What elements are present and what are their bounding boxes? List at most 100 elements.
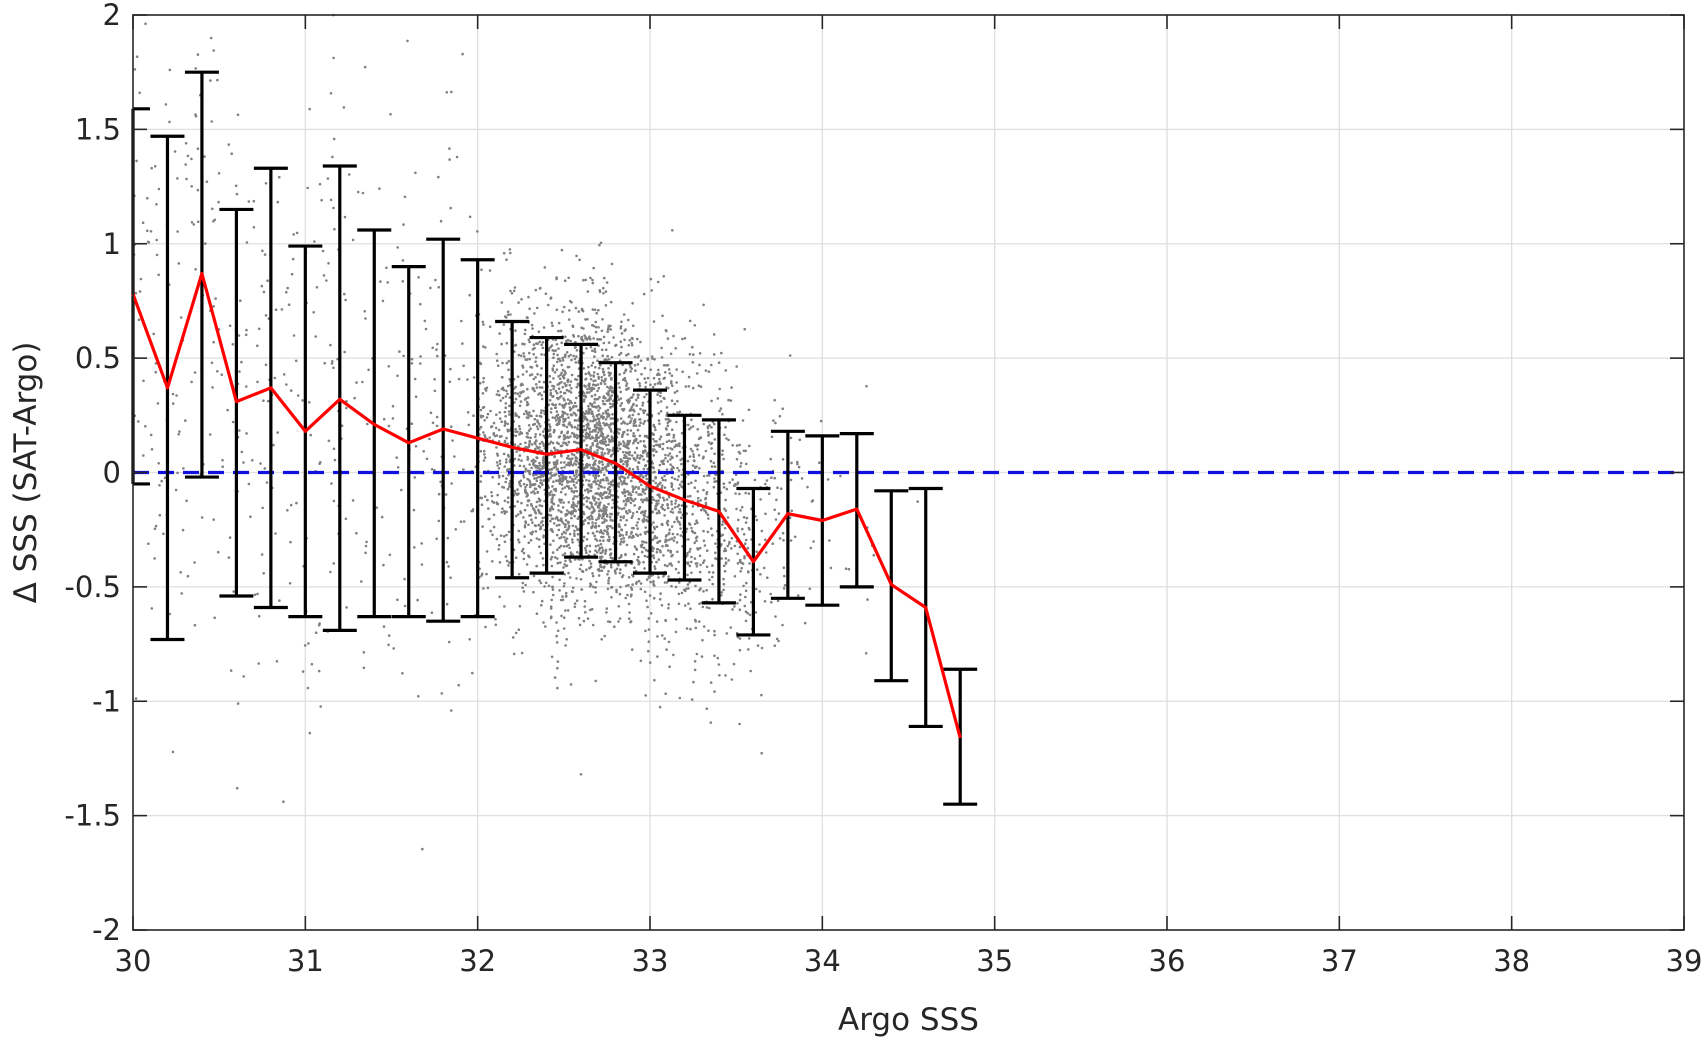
scatter-point xyxy=(622,492,625,495)
scatter-point xyxy=(547,303,550,307)
scatter-point xyxy=(811,499,815,502)
scatter-point xyxy=(403,577,406,581)
scatter-point xyxy=(292,233,296,236)
scatter-point xyxy=(599,241,603,245)
scatter-point xyxy=(744,589,748,593)
scatter-point xyxy=(528,479,531,482)
scatter-point xyxy=(567,487,571,490)
scatter-point xyxy=(739,593,742,596)
scatter-point xyxy=(577,419,580,422)
scatter-point xyxy=(593,418,596,422)
scatter-point xyxy=(754,587,758,591)
scatter-point xyxy=(637,493,640,496)
scatter-point xyxy=(671,553,674,557)
scatter-point xyxy=(796,594,800,597)
scatter-point xyxy=(552,394,555,398)
scatter-point xyxy=(672,436,675,439)
scatter-point xyxy=(256,380,259,384)
scatter-point xyxy=(680,457,684,461)
scatter-point xyxy=(435,537,439,541)
scatter-point xyxy=(257,327,261,331)
scatter-point xyxy=(697,384,701,388)
scatter-point xyxy=(486,586,490,590)
y-tick-label: 2 xyxy=(103,0,121,32)
scatter-point xyxy=(769,457,772,461)
scatter-point xyxy=(686,553,689,557)
scatter-point xyxy=(586,617,590,620)
scatter-point xyxy=(506,313,510,317)
scatter-point xyxy=(655,525,659,529)
scatter-point xyxy=(658,463,662,467)
scatter-point xyxy=(656,280,660,284)
scatter-point xyxy=(557,420,561,423)
scatter-point xyxy=(379,280,382,283)
scatter-point xyxy=(603,452,607,455)
scatter-point xyxy=(144,425,147,428)
scatter-point xyxy=(557,397,560,401)
scatter-point xyxy=(593,509,596,513)
scatter-point xyxy=(609,423,612,427)
scatter-point xyxy=(589,565,593,569)
scatter-point xyxy=(539,425,542,428)
scatter-point xyxy=(548,428,552,431)
scatter-point xyxy=(216,550,220,554)
scatter-point xyxy=(582,394,586,398)
scatter-point xyxy=(597,417,601,421)
scatter-point xyxy=(763,600,767,603)
scatter-point xyxy=(733,544,737,548)
scatter-point xyxy=(650,355,654,358)
scatter-point xyxy=(698,554,702,558)
scatter-point xyxy=(568,421,571,424)
scatter-point xyxy=(670,468,674,472)
scatter-point xyxy=(775,637,779,641)
scatter-point xyxy=(666,506,670,510)
scatter-point xyxy=(594,366,597,369)
scatter-point xyxy=(375,506,379,510)
scatter-point xyxy=(721,412,724,416)
scatter-point xyxy=(519,484,522,488)
scatter-point xyxy=(653,426,657,429)
scatter-point xyxy=(537,509,540,512)
scatter-point xyxy=(570,424,573,427)
scatter-point xyxy=(744,619,748,623)
scatter-point xyxy=(563,279,567,283)
scatter-point xyxy=(479,381,482,385)
scatter-point xyxy=(502,251,506,255)
scatter-point xyxy=(667,549,670,552)
scatter-point xyxy=(605,476,609,480)
scatter-point xyxy=(565,564,569,567)
scatter-point xyxy=(651,462,654,465)
scatter-point xyxy=(194,268,197,271)
scatter-point xyxy=(175,394,178,397)
scatter-point xyxy=(689,447,693,451)
scatter-point xyxy=(538,461,541,465)
scatter-point xyxy=(683,337,687,340)
scatter-point xyxy=(327,439,331,443)
scatter-point xyxy=(657,444,661,447)
scatter-point xyxy=(607,579,610,582)
scatter-point xyxy=(653,470,656,474)
scatter-point xyxy=(593,347,597,351)
scatter-point xyxy=(637,461,640,464)
scatter-point xyxy=(196,53,200,56)
scatter-point xyxy=(789,478,793,482)
scatter-point xyxy=(558,482,562,485)
scatter-point xyxy=(247,200,251,203)
scatter-point xyxy=(782,566,786,569)
x-tick-label: 30 xyxy=(115,944,152,978)
scatter-point xyxy=(453,455,456,458)
scatter-point xyxy=(638,418,641,421)
scatter-point xyxy=(484,346,487,349)
scatter-point xyxy=(597,524,601,528)
scatter-point xyxy=(730,536,734,540)
scatter-point xyxy=(538,442,542,446)
scatter-point xyxy=(659,435,663,439)
scatter-point xyxy=(736,482,739,486)
scatter-point xyxy=(317,669,321,673)
scatter-point xyxy=(263,467,267,470)
scatter-point xyxy=(138,290,142,293)
scatter-point xyxy=(538,504,542,507)
scatter-point xyxy=(556,660,560,663)
scatter-point xyxy=(184,419,187,422)
scatter-point xyxy=(511,636,515,639)
